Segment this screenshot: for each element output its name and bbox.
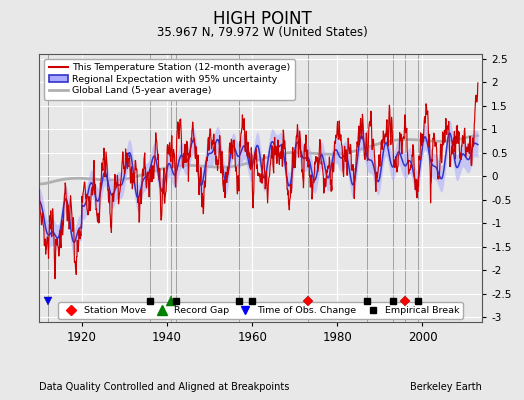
Legend: Station Move, Record Gap, Time of Obs. Change, Empirical Break: Station Move, Record Gap, Time of Obs. C… [58, 302, 463, 319]
Text: Data Quality Controlled and Aligned at Breakpoints: Data Quality Controlled and Aligned at B… [39, 382, 290, 392]
Text: HIGH POINT: HIGH POINT [213, 10, 311, 28]
Text: 35.967 N, 79.972 W (United States): 35.967 N, 79.972 W (United States) [157, 26, 367, 39]
Text: Berkeley Earth: Berkeley Earth [410, 382, 482, 392]
